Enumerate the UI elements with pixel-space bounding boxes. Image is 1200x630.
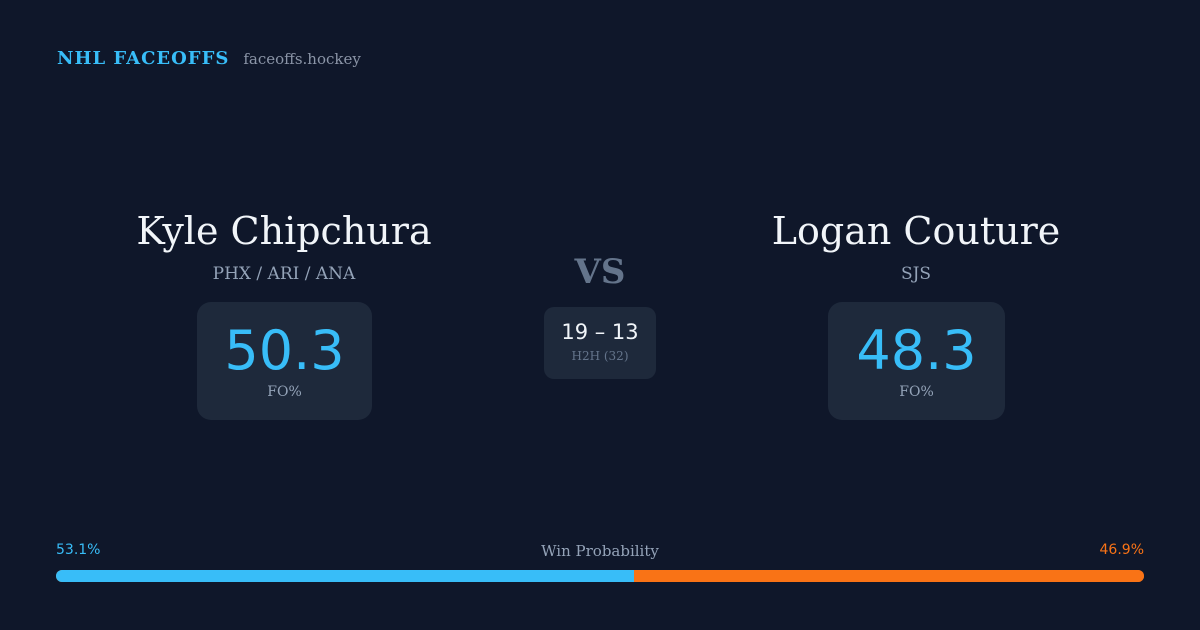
win-probability-labels: 53.1% Win Probability 46.9% (56, 542, 1144, 562)
player-left-name: Kyle Chipchura (136, 209, 432, 253)
h2h-label: H2H (32) (571, 349, 629, 363)
win-probability-bar-right (633, 570, 1144, 582)
win-probability-bar-left (56, 570, 634, 582)
player-right-fo-card: 48.3 FO% (828, 302, 1005, 420)
h2h-score: 19 – 13 (561, 320, 639, 344)
vs-label: VS (574, 252, 626, 292)
brand-title: NHL FACEOFFS (57, 48, 230, 69)
player-left-teams: PHX / ARI / ANA (212, 264, 356, 284)
player-left: Kyle Chipchura PHX / ARI / ANA (54, 204, 514, 286)
player-right-name: Logan Couture (771, 209, 1061, 253)
player-left-fo-value: 50.3 (224, 319, 345, 382)
player-right-fo-value: 48.3 (856, 319, 977, 382)
win-probability-right-value: 46.9% (1099, 542, 1144, 558)
win-probability-bar (56, 570, 1144, 582)
player-right: Logan Couture SJS (686, 204, 1146, 286)
player-left-fo-label: FO% (267, 384, 302, 400)
brand-site: faceoffs.hockey (243, 50, 361, 68)
player-right-fo-label: FO% (899, 384, 934, 400)
h2h-card: 19 – 13 H2H (32) (544, 307, 656, 379)
player-right-teams: SJS (900, 264, 932, 284)
brand-header: NHL FACEOFFS faceoffs.hockey (57, 48, 361, 69)
player-left-fo-card: 50.3 FO% (197, 302, 372, 420)
win-probability-title: Win Probability (541, 542, 659, 560)
win-probability-left-value: 53.1% (56, 542, 101, 558)
